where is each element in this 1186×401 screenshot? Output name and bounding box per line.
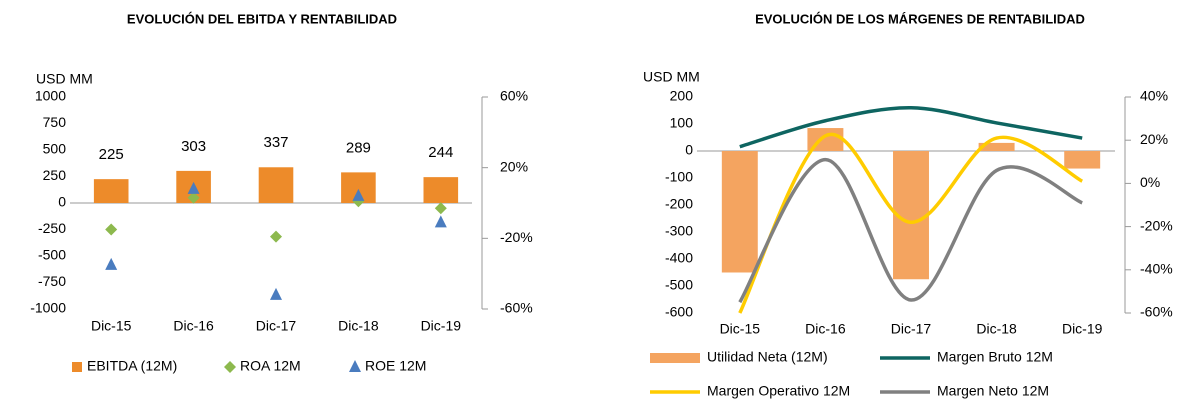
y-tick-label: 0 xyxy=(685,142,693,158)
point xyxy=(105,223,118,236)
y2-tick-label: 60% xyxy=(500,88,528,104)
data-label: 337 xyxy=(263,134,288,151)
y2-tick-label: 20% xyxy=(500,158,528,174)
y2-tick-label: -40% xyxy=(1140,261,1173,277)
x-tick-label: Dic-16 xyxy=(805,321,846,337)
y2-tick-label: 40% xyxy=(1140,88,1168,104)
legend-label: Margen Operativo 12M xyxy=(707,383,850,399)
point xyxy=(105,257,118,270)
point xyxy=(270,287,282,300)
y-tick-label: -100 xyxy=(665,169,693,185)
y-tick-label: 0 xyxy=(58,194,66,210)
legend-label: Utilidad Neta (12M) xyxy=(707,349,828,365)
legend-label: Margen Neto 12M xyxy=(937,383,1049,399)
line xyxy=(738,132,1084,314)
legend-label: EBITDA (12M) xyxy=(87,358,177,374)
bar xyxy=(978,142,1015,151)
point xyxy=(434,215,447,228)
x-tick-label: Dic-19 xyxy=(1062,321,1103,337)
x-tick-label: Dic-15 xyxy=(720,321,761,337)
y-tick-label: 100 xyxy=(670,115,694,131)
x-tick-label: Dic-19 xyxy=(421,318,462,334)
y-tick-label: -500 xyxy=(665,277,693,293)
x-tick-label: Dic-18 xyxy=(976,321,1017,337)
y-tick-label: 500 xyxy=(43,141,67,157)
x-tick-label: Dic-15 xyxy=(91,318,132,334)
legend-swatch xyxy=(650,353,700,363)
y2-tick-label: -20% xyxy=(500,229,533,245)
y-tick-label: -400 xyxy=(665,250,693,266)
x-tick-label: Dic-17 xyxy=(256,318,297,334)
axis-unit: USD MM xyxy=(643,69,700,85)
point xyxy=(270,230,282,243)
point xyxy=(187,181,200,194)
chart-title: EVOLUCIÓN DE LOS MÁRGENES DE RENTABILIDA… xyxy=(755,11,1085,26)
y-tick-label: -250 xyxy=(38,220,66,236)
bar xyxy=(423,177,459,203)
y-tick-label: -200 xyxy=(665,196,693,212)
line xyxy=(738,157,1083,304)
legend-marker xyxy=(349,360,361,372)
data-label: 289 xyxy=(346,139,371,156)
y2-tick-label: -20% xyxy=(1140,217,1173,233)
y-tick-label: -750 xyxy=(38,273,66,289)
data-label: 303 xyxy=(181,138,206,155)
legend-swatch xyxy=(72,362,82,372)
y-tick-label: -600 xyxy=(665,304,693,320)
chart-title: EVOLUCIÓN DEL EBITDA Y RENTABILIDAD xyxy=(127,11,397,26)
legend-label: Margen Bruto 12M xyxy=(937,349,1053,365)
legend-label: ROE 12M xyxy=(365,358,426,374)
y-tick-label: -300 xyxy=(665,223,693,239)
y-tick-label: 750 xyxy=(43,114,67,130)
x-tick-label: Dic-17 xyxy=(891,321,932,337)
line xyxy=(739,106,1083,149)
bar xyxy=(258,167,294,203)
legend-label: ROA 12M xyxy=(240,358,301,374)
point xyxy=(434,202,447,215)
y-tick-label: 1000 xyxy=(35,88,66,104)
point xyxy=(352,188,365,201)
legend-marker xyxy=(224,361,236,373)
y2-tick-label: 0% xyxy=(1140,174,1160,190)
y2-tick-label: -60% xyxy=(500,300,533,316)
x-tick-label: Dic-16 xyxy=(173,318,214,334)
point xyxy=(187,191,200,204)
y-tick-label: -1000 xyxy=(30,300,66,316)
x-tick-label: Dic-18 xyxy=(338,318,379,334)
bar xyxy=(1064,151,1101,169)
y-tick-label: 200 xyxy=(670,88,694,104)
y-tick-label: 250 xyxy=(43,167,67,183)
bar xyxy=(93,179,129,203)
y2-tick-label: 20% xyxy=(1140,131,1168,147)
data-label: 225 xyxy=(99,146,124,163)
y-tick-label: -500 xyxy=(38,247,66,263)
data-label: 244 xyxy=(428,144,453,161)
y2-tick-label: -60% xyxy=(1140,304,1173,320)
axis-unit: USD MM xyxy=(36,71,93,87)
bar xyxy=(721,151,758,273)
